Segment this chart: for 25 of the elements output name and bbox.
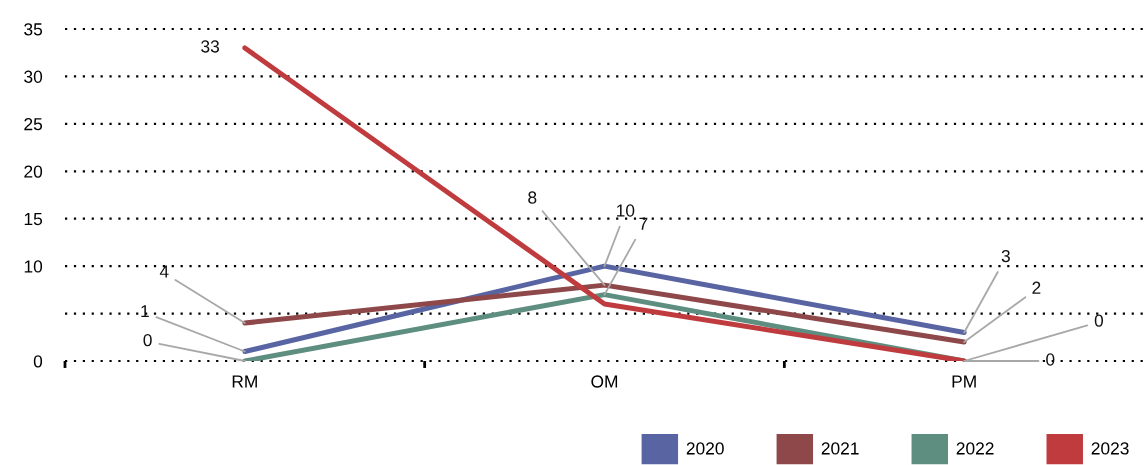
legend-label: 2021 [821, 442, 859, 455]
data-label: 0 [1094, 314, 1104, 327]
data-label: 8 [528, 191, 537, 204]
y-tick-label: 35 [24, 23, 43, 36]
data-label: 33 [201, 40, 219, 53]
data-label: 0 [143, 333, 152, 347]
data-label: 1 [141, 305, 149, 318]
data-label: 10 [617, 204, 635, 217]
legend-label: 2023 [1091, 442, 1129, 455]
data-label: 4 [159, 265, 169, 278]
x-tick-label: OM [591, 375, 618, 388]
data-label: 0 [1046, 353, 1055, 366]
y-tick-label: 10 [24, 260, 43, 273]
legend-label: 2020 [686, 442, 724, 455]
x-tick-label: RM [232, 375, 257, 388]
y-tick-label: 15 [24, 213, 43, 226]
y-tick-label: 20 [24, 165, 43, 178]
legend-label: 2022 [956, 442, 994, 455]
data-label: 7 [639, 217, 648, 230]
data-label: 3 [1001, 249, 1010, 263]
data-label: 2 [1032, 281, 1041, 294]
y-tick-label: 25 [24, 118, 43, 131]
y-tick-label: 30 [24, 70, 43, 83]
y-tick-label: 0 [33, 355, 43, 368]
x-tick-label: PM [952, 375, 976, 388]
